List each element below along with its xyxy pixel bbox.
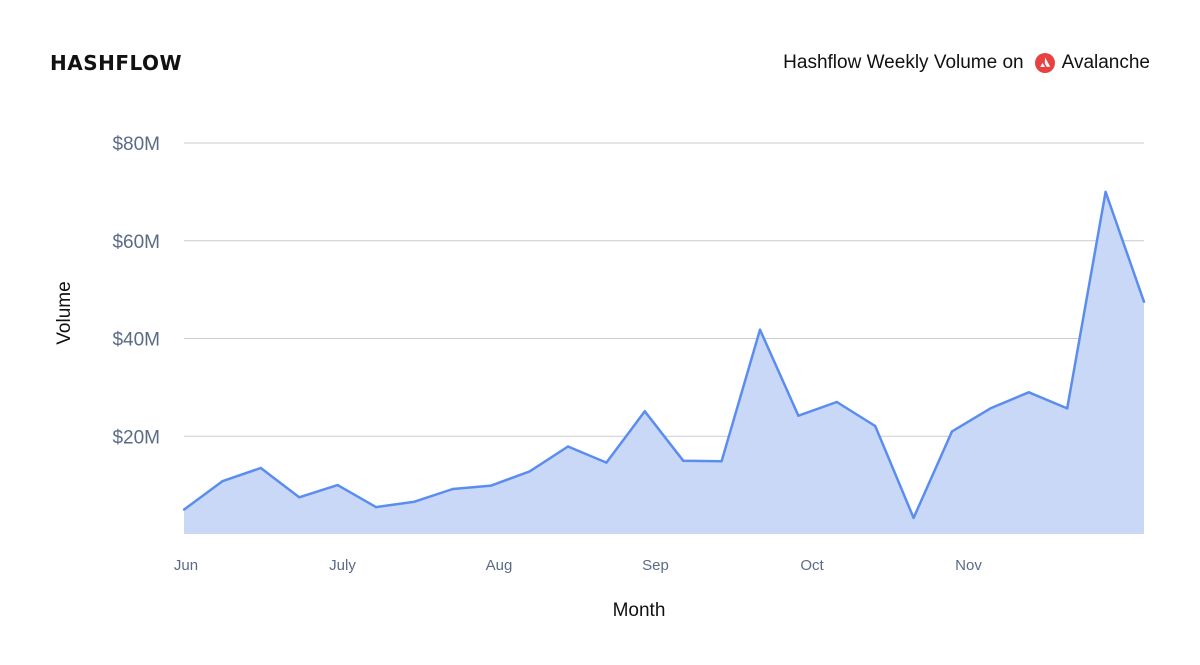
data-point — [912, 516, 915, 520]
data-point — [451, 487, 454, 491]
y-axis-title: Volume — [54, 281, 75, 344]
brand-name: HASHFLOW — [50, 51, 183, 75]
data-point — [835, 400, 838, 404]
data-point — [221, 480, 224, 483]
data-point — [1104, 190, 1107, 194]
data-point — [490, 484, 493, 487]
data-point — [950, 430, 954, 433]
data-point — [605, 461, 608, 464]
x-tick-label: Oct — [800, 557, 824, 574]
data-point — [1066, 407, 1069, 410]
data-point — [643, 410, 646, 413]
data-point — [797, 414, 800, 417]
avalanche-logo-icon — [1034, 52, 1056, 74]
y-tick-label: $40M — [112, 330, 160, 351]
data-point — [682, 459, 685, 462]
data-point — [528, 470, 531, 473]
x-tick-label: July — [329, 557, 356, 574]
data-point — [566, 445, 570, 448]
x-tick-label: Nov — [955, 557, 982, 574]
data-point — [1142, 300, 1146, 303]
x-axis-title: Month — [613, 600, 666, 621]
chart-header: Hashflow Weekly Volume on Avalanche — [783, 50, 1150, 76]
volume-line — [183, 190, 1146, 520]
data-point — [182, 508, 186, 511]
data-point — [874, 424, 877, 428]
data-point — [989, 407, 992, 410]
x-axis-ticks: Jun July Aug Sep Oct Nov — [174, 557, 982, 574]
y-axis-ticks: $20M $40M $60M $80M — [112, 134, 160, 448]
data-point — [1027, 391, 1031, 394]
y-tick-label: $20M — [112, 427, 160, 448]
volume-area-fill — [184, 191, 1144, 534]
data-point — [720, 460, 723, 463]
y-tick-label: $80M — [112, 134, 160, 155]
data-point — [374, 505, 378, 509]
x-tick-label: Aug — [486, 557, 513, 574]
data-point — [259, 466, 262, 470]
data-point — [298, 496, 301, 499]
data-point — [413, 500, 416, 503]
chart-title-prefix: Hashflow Weekly Volume on — [783, 52, 1024, 73]
x-tick-label: Sep — [642, 557, 669, 574]
data-point — [758, 328, 762, 331]
data-point — [336, 483, 339, 487]
network-name: Avalanche — [1061, 52, 1150, 73]
hashflow-logo: HASHFLOW — [50, 50, 182, 76]
y-tick-label: $60M — [112, 232, 160, 253]
data-points — [182, 190, 1146, 520]
x-tick-label: Jun — [174, 557, 198, 574]
grid-lines — [184, 142, 1144, 437]
